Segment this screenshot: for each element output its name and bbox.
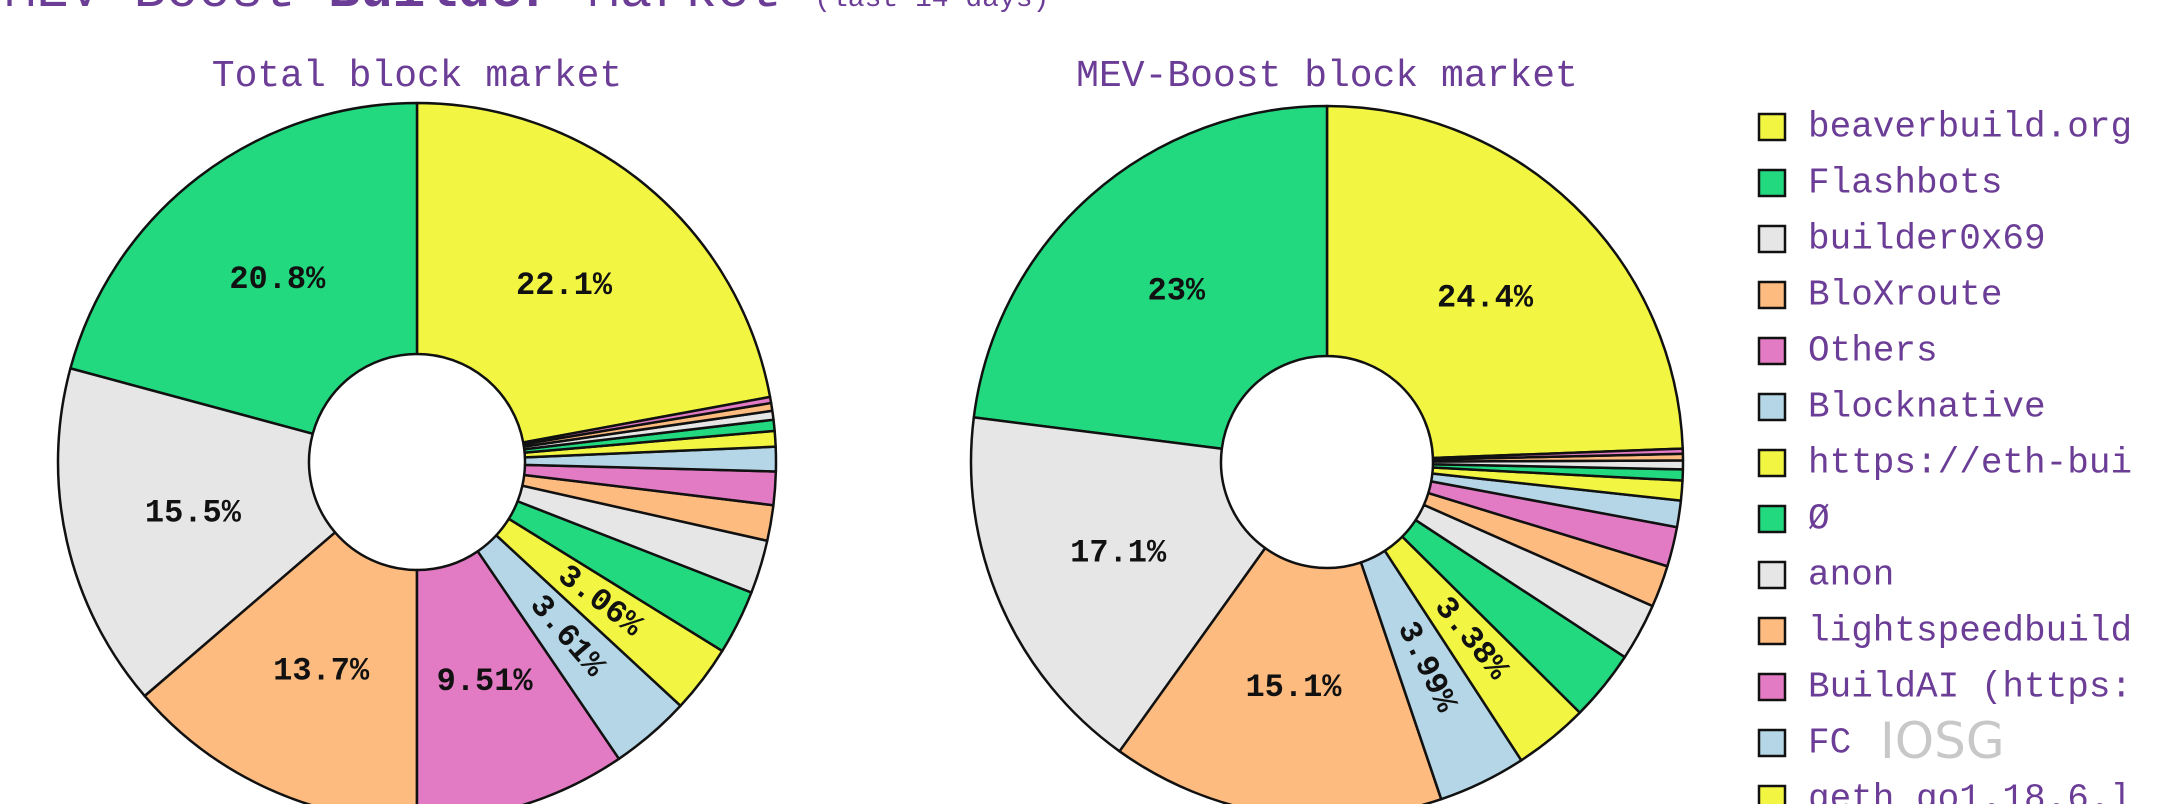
pie-slice <box>69 101 419 436</box>
legend-swatch <box>1757 448 1787 478</box>
pie-slice <box>143 531 419 804</box>
watermark: IOSG <box>1880 712 2005 770</box>
legend-swatch <box>1757 560 1787 590</box>
title-part: MEV-Boost <box>4 0 296 23</box>
legend-swatch <box>1757 168 1787 198</box>
subtitle: (last 14 days) <box>814 0 1049 15</box>
pie-slice <box>1401 518 1627 714</box>
legend-swatch <box>1757 504 1787 534</box>
legend-label: beaverbuild.org <box>1808 107 2132 148</box>
legend-label: BuildAI (https: <box>1808 667 2132 708</box>
legend-swatch <box>1757 280 1787 310</box>
pie-slice <box>415 550 621 804</box>
value-label: 23% <box>1148 273 1206 310</box>
pie-slice <box>1383 535 1582 762</box>
pie-slice <box>972 104 1329 450</box>
legend-label: anon <box>1808 555 1894 596</box>
pie-slice <box>1414 503 1654 659</box>
pie-slice <box>516 484 769 594</box>
legend-swatch <box>1757 728 1787 758</box>
legend-swatch <box>1757 224 1787 254</box>
legend-swatch <box>1757 672 1787 702</box>
legend-label: Blocknative <box>1808 387 2046 428</box>
page-title: MEV-Boost Builder Market (last 14 days) <box>4 0 1049 23</box>
pie-slice <box>521 395 773 446</box>
legend-swatch <box>1757 616 1787 646</box>
legend-label: BloXroute <box>1808 275 2002 316</box>
pie-slice <box>1359 549 1523 801</box>
legend-label: Flashbots <box>1808 163 2002 204</box>
legend-label: geth go1.18.6.l <box>1808 779 2132 804</box>
legend-swatch <box>1757 784 1787 804</box>
pie-slice <box>507 500 753 653</box>
value-label: 17.1% <box>1070 535 1167 572</box>
legend-label: builder0x69 <box>1808 219 2046 260</box>
value-label: 9.51% <box>437 663 534 700</box>
pie-title: Total block market <box>212 55 622 98</box>
pie-slice <box>1118 546 1443 804</box>
value-label: 15.1% <box>1245 669 1342 706</box>
pie-slice <box>415 101 772 444</box>
legend-label: lightspeedbuild <box>1808 611 2132 652</box>
legend-swatch <box>1757 336 1787 366</box>
pie-slice <box>1431 447 1685 461</box>
pie-slice <box>476 534 682 761</box>
title-part: Market <box>587 0 781 23</box>
pie-slice <box>1325 104 1684 460</box>
pie-slice <box>969 416 1267 753</box>
legend-swatch <box>1757 112 1787 142</box>
legend-label: Others <box>1808 331 1938 372</box>
value-label: 20.8% <box>229 261 326 298</box>
value-label: 22.1% <box>516 267 613 304</box>
legend-label: Ø <box>1808 499 1830 540</box>
pie-slice <box>56 367 337 698</box>
value-label: 13.7% <box>273 652 370 689</box>
pie-title: MEV-Boost block market <box>1076 55 1578 98</box>
title-part: Builder <box>328 0 555 23</box>
legend-label: https://eth-bui <box>1808 443 2132 484</box>
pie-slice <box>495 517 724 708</box>
value-label: 24.4% <box>1437 279 1534 316</box>
value-label: 15.5% <box>145 494 242 531</box>
legend-label: FC <box>1808 723 1851 764</box>
legend-swatch <box>1757 392 1787 422</box>
